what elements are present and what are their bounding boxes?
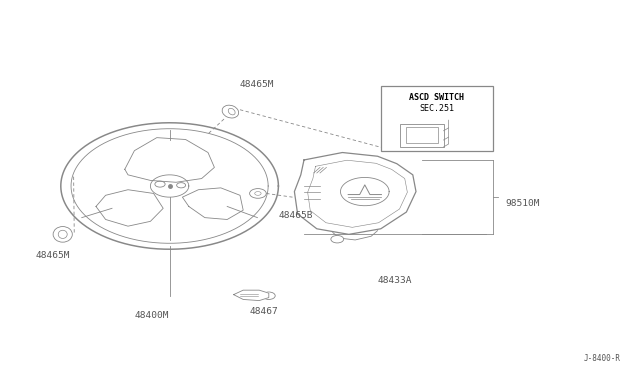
Ellipse shape (53, 227, 72, 242)
Polygon shape (125, 138, 214, 182)
Text: 48467: 48467 (250, 307, 278, 316)
Polygon shape (234, 290, 269, 301)
Polygon shape (294, 153, 416, 234)
FancyBboxPatch shape (406, 127, 438, 143)
Polygon shape (182, 188, 243, 219)
Text: J-8400-R: J-8400-R (584, 354, 621, 363)
Text: 48400M: 48400M (134, 311, 169, 320)
Text: SEC.251: SEC.251 (419, 104, 454, 113)
FancyBboxPatch shape (400, 124, 444, 147)
FancyBboxPatch shape (381, 86, 493, 151)
Circle shape (331, 235, 344, 243)
Text: 98510M: 98510M (506, 199, 540, 208)
Text: 48433A: 48433A (378, 276, 412, 285)
Text: 48465B: 48465B (278, 211, 313, 219)
Text: ASCD SWITCH: ASCD SWITCH (410, 93, 464, 102)
Ellipse shape (222, 105, 239, 118)
Text: 48465M: 48465M (240, 80, 275, 89)
Polygon shape (96, 190, 163, 226)
Circle shape (250, 189, 266, 198)
Text: 48465M: 48465M (35, 251, 70, 260)
